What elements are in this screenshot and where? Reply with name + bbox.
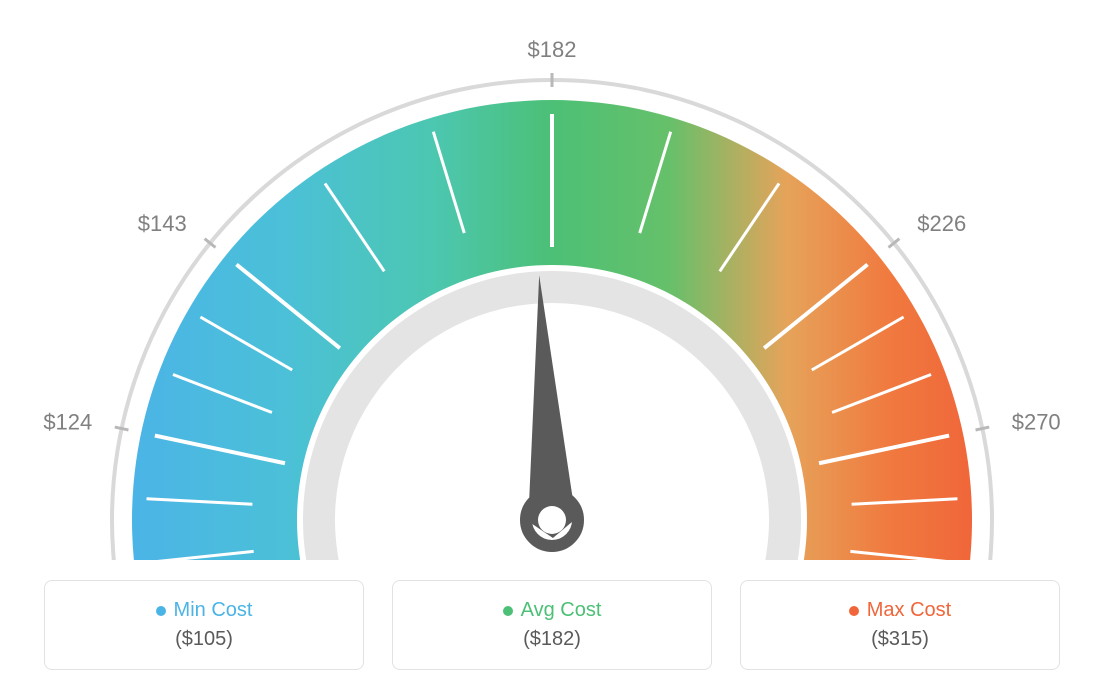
tick-label: $182 — [528, 37, 577, 62]
legend-label: Max Cost — [849, 599, 951, 622]
legend-dot-icon — [503, 606, 513, 616]
gauge-needle-blade — [539, 275, 564, 522]
legend-row: Min Cost ($105) Avg Cost ($182) Max Cost ($31… — [0, 580, 1104, 670]
legend-card-avg-cost: Avg Cost ($182) — [392, 580, 712, 670]
tick-label: $270 — [1012, 409, 1061, 434]
outer-tick — [115, 427, 129, 430]
legend-value: ($315) — [871, 628, 929, 651]
needle-hub-inner — [538, 506, 566, 534]
legend-label-text: Max Cost — [867, 599, 951, 622]
legend-label-text: Avg Cost — [521, 599, 602, 622]
legend-label: Avg Cost — [503, 599, 602, 622]
legend-dot-icon — [156, 606, 166, 616]
tick-label: $226 — [917, 211, 966, 236]
tick-label: $143 — [138, 211, 187, 236]
legend-label: Min Cost — [156, 599, 253, 622]
legend-dot-icon — [849, 606, 859, 616]
legend-label-text: Min Cost — [174, 599, 253, 622]
cost-gauge: $105$124$143$182$226$270$315 — [0, 0, 1104, 560]
outer-tick — [976, 427, 990, 430]
legend-value: ($182) — [523, 628, 581, 651]
tick-label: $124 — [43, 409, 92, 434]
legend-value: ($105) — [175, 628, 233, 651]
legend-card-min-cost: Min Cost ($105) — [44, 580, 364, 670]
legend-card-max-cost: Max Cost ($315) — [740, 580, 1060, 670]
